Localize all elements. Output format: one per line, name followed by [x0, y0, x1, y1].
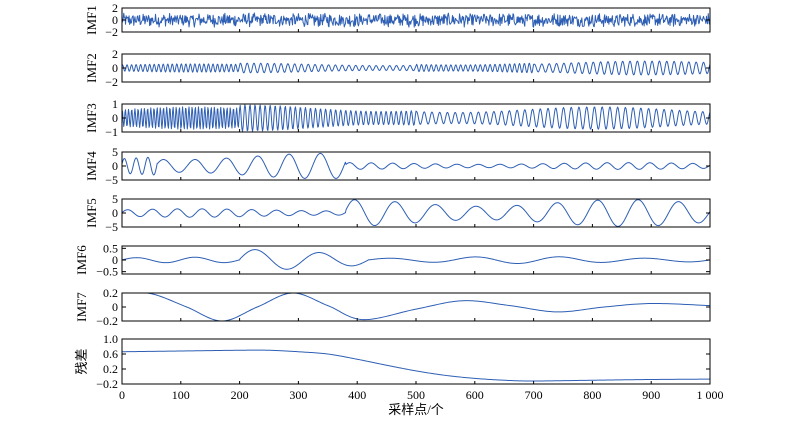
panel-1-ytick-label: 2: [112, 1, 118, 15]
x-axis-title: 采样点/个: [388, 402, 444, 417]
panel-5-series-line: [122, 199, 710, 227]
panel-4-ytick-label: 0: [112, 159, 118, 173]
x-tick-label: 500: [407, 388, 425, 402]
panel-7-series-line: [122, 293, 710, 321]
panel-5-ylabel: IMF5: [84, 198, 99, 228]
panel-4-ylabel: IMF4: [84, 151, 99, 181]
panel-8-series-line: [122, 349, 710, 382]
panel-7-frame: [121, 292, 711, 322]
panel-8-ytick-label: 0.6: [103, 347, 118, 361]
panel-4-frame: [121, 151, 711, 181]
panel-4-series-line: [122, 152, 710, 179]
panel-1-ytick-label: 0: [112, 13, 118, 27]
x-tick-label: 300: [289, 388, 307, 402]
panel-5-ytick-label: 0: [112, 206, 118, 220]
panel-1-series-line: [122, 12, 710, 28]
panel-8-ytick-label: −0.2: [96, 377, 118, 391]
panel-8-ytick-label: 1.0: [103, 332, 118, 346]
x-tick-label: 600: [466, 388, 484, 402]
panel-3-ytick-label: 1: [112, 97, 118, 111]
panel-3-ylabel: IMF3: [84, 103, 99, 133]
panel-4-ytick-label: 5: [112, 145, 118, 159]
panel-8-frame: [121, 338, 711, 385]
x-tick-label: 400: [348, 388, 366, 402]
panel-8-ylabel: 残差: [74, 348, 89, 374]
panel-7-ylabel: IMF7: [74, 292, 89, 322]
panel-3-ytick-label: 0: [112, 111, 118, 125]
panel-6-ytick-label: 0: [112, 253, 118, 267]
x-tick-label: 700: [525, 388, 543, 402]
panel-6-ylabel: IMF6: [74, 245, 89, 275]
x-tick-label: 800: [583, 388, 601, 402]
panel-6-series-line: [122, 249, 710, 270]
panel-1-ylabel: IMF1: [84, 5, 99, 35]
panel-6-ytick-label: 0.5: [103, 241, 118, 255]
panel-5-ytick-label: −5: [105, 220, 118, 234]
panel-6-ytick-label: −0.5: [96, 265, 118, 279]
x-tick-label: 900: [642, 388, 660, 402]
x-tick-label: 200: [231, 388, 249, 402]
panel-7-ytick-label: 0.2: [103, 286, 118, 300]
x-tick-label: 100: [172, 388, 190, 402]
panel-3-series-line: [122, 104, 710, 132]
x-tick-label: 0: [119, 388, 125, 402]
panel-5-ytick-label: 5: [112, 192, 118, 206]
panel-2-frame: [121, 53, 711, 83]
panel-2-ytick-label: 2: [112, 47, 118, 61]
panel-3-ytick-label: −1: [105, 125, 118, 139]
panel-4-ytick-label: −5: [105, 173, 118, 187]
panel-2-ylabel: IMF2: [84, 53, 99, 83]
panel-2-ytick-label: 0: [112, 61, 118, 75]
panel-7-ytick-label: 0: [112, 300, 118, 314]
panel-2-series-line: [122, 60, 710, 76]
panel-1-ytick-label: −2: [105, 25, 118, 39]
x-tick-label: 1 000: [697, 388, 724, 402]
panel-8-ytick-label: 0.2: [103, 362, 118, 376]
panel-2-ytick-label: −2: [105, 75, 118, 89]
panel-7-ytick-label: −0.2: [96, 314, 118, 328]
